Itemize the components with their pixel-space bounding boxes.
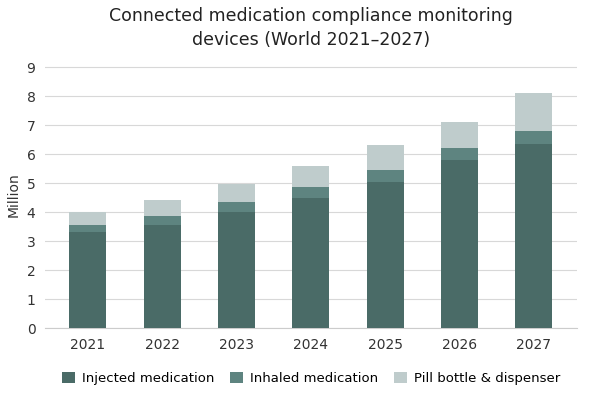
Bar — [515, 144, 553, 328]
Bar — [143, 200, 181, 216]
Bar — [292, 198, 329, 328]
Bar — [292, 166, 329, 187]
Bar — [367, 170, 404, 182]
Bar — [367, 145, 404, 170]
Bar — [441, 148, 478, 160]
Bar — [218, 202, 255, 212]
Legend: Injected medication, Inhaled medication, Pill bottle & dispenser: Injected medication, Inhaled medication,… — [62, 372, 560, 385]
Bar — [143, 225, 181, 328]
Bar — [441, 122, 478, 148]
Bar — [515, 93, 553, 131]
Bar — [143, 216, 181, 225]
Bar — [218, 212, 255, 328]
Bar — [441, 160, 478, 328]
Bar — [292, 187, 329, 198]
Bar — [69, 212, 106, 225]
Y-axis label: Million: Million — [7, 172, 21, 217]
Bar — [69, 225, 106, 232]
Bar — [367, 182, 404, 328]
Bar — [218, 184, 255, 202]
Bar — [515, 131, 553, 144]
Bar — [69, 232, 106, 328]
Title: Connected medication compliance monitoring
devices (World 2021–2027): Connected medication compliance monitori… — [109, 7, 513, 48]
